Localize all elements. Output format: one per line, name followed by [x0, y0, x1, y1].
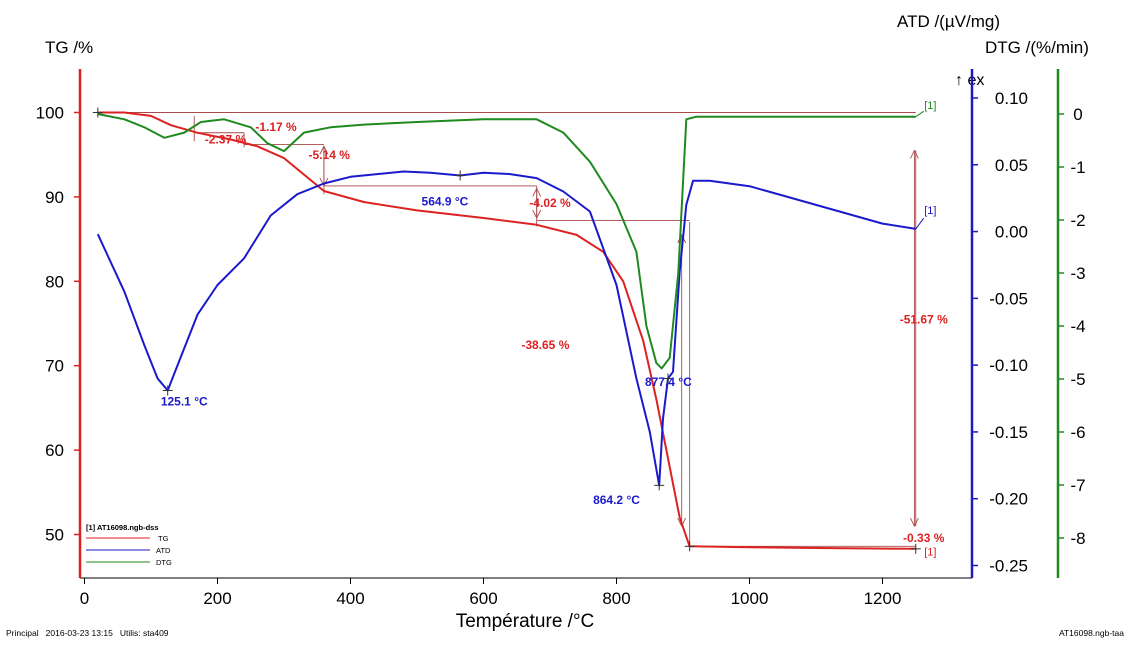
annotation-label: -0.33 % [903, 531, 945, 545]
curve-marker-label: [1] [924, 547, 936, 559]
atd-tick-label: -0.15 [989, 423, 1028, 442]
loss-arrow-51-head [910, 517, 919, 528]
reference-lines [97, 112, 919, 547]
dtg-tick-label: -7 [1070, 476, 1085, 495]
dtg-tick-label: -6 [1070, 423, 1085, 442]
atd-tick-label: -0.05 [989, 289, 1028, 308]
annotation-label: -51.67 % [900, 313, 948, 327]
tg-tick-label: 60 [45, 441, 64, 460]
atd-marker-leader [915, 217, 925, 230]
atd-tick-label: 0.00 [995, 223, 1028, 242]
x-tick-label: 800 [602, 589, 630, 608]
annotations: -2.37 % -1.17 % -5.14 % 564.9 °C -4.02 % -38.… [92, 100, 948, 559]
annotation-label: -38.65 % [521, 338, 569, 352]
annotation-label: -2.37 % [205, 133, 247, 147]
loss-arrow-4-head [532, 187, 542, 197]
loss-arrow-5-head [319, 145, 329, 155]
legend-entry-dtg: DTG [156, 558, 172, 567]
series-tg [97, 111, 916, 550]
curve-marker-label: [1] [924, 205, 936, 217]
x-tick-label: 400 [336, 589, 364, 608]
tg-tick-label: 90 [45, 188, 64, 207]
atd-axis-label: ATD /(µV/mg) [897, 12, 1000, 31]
atd-tick-label: -0.20 [989, 490, 1028, 509]
annotation-label: 877.4 °C [645, 375, 692, 389]
exo-label: ↑ ex [955, 72, 984, 89]
series-atd [96, 170, 916, 487]
loss-arrow-38-head [677, 233, 687, 244]
legend-entry-atd: ATD [156, 546, 171, 555]
legend-entry-tg: TG [158, 534, 169, 543]
footer-right: AT16098.ngb-taa [1059, 628, 1124, 638]
dtg-tick-label: -1 [1070, 158, 1085, 177]
series-layer [96, 111, 916, 550]
dtg-tick-label: -8 [1070, 529, 1085, 548]
annotation-label: -1.17 % [255, 120, 297, 134]
annotation-label: 125.1 °C [161, 394, 208, 408]
x-axis-label: Température /°C [456, 611, 595, 632]
tg-axis-label: TG /% [45, 38, 93, 57]
dtg-tick-label: -5 [1070, 370, 1085, 389]
x-tick-label: 1000 [731, 589, 769, 608]
axes: 0 200 400 600 800 1000 1200 50 60 70 80 90 100 0.10 0.… [36, 69, 1086, 608]
legend: [1] AT16098.ngb-dss TG ATD DTG [86, 523, 172, 567]
x-tick-label: 200 [203, 589, 231, 608]
annotation-label: 864.2 °C [593, 493, 640, 507]
annotation-label: -5.14 % [309, 148, 351, 162]
dtg-tick-label: -3 [1070, 264, 1085, 283]
atd-tick-label: 0.05 [995, 156, 1028, 175]
dtg-tick-label: -2 [1070, 211, 1085, 230]
atd-tick-label: 0.10 [995, 89, 1028, 108]
series-dtg [97, 113, 916, 370]
annotation-label: 564.9 °C [422, 194, 469, 208]
x-tick-label: 0 [80, 589, 89, 608]
tg-tick-label: 50 [45, 526, 64, 545]
dtg-tick-label: 0 [1073, 105, 1082, 124]
dtg-axis-label: DTG /(%/min) [985, 38, 1089, 57]
legend-title: [1] AT16098.ngb-dss [86, 523, 159, 532]
tg-tick-label: 70 [45, 357, 64, 376]
atd-tick-label: -0.25 [989, 557, 1028, 576]
x-tick-label: 1200 [864, 589, 902, 608]
dtg-marker-leader [915, 110, 925, 118]
loss-arrow-4-head [532, 209, 542, 220]
curve-marker-label: [1] [924, 100, 936, 112]
annotation-label: -4.02 % [529, 196, 571, 210]
dtg-tick-label: -4 [1070, 317, 1085, 336]
footer-left: Principal 2016-03-23 13:15 Utilis: sta40… [6, 628, 169, 638]
tg-tick-label: 100 [36, 104, 64, 123]
loss-arrow-51-head [910, 149, 919, 159]
loss-arrow-5-head [319, 177, 329, 187]
atd-tick-label: -0.10 [989, 356, 1028, 375]
x-tick-label: 600 [469, 589, 497, 608]
tg-tick-label: 80 [45, 272, 64, 291]
